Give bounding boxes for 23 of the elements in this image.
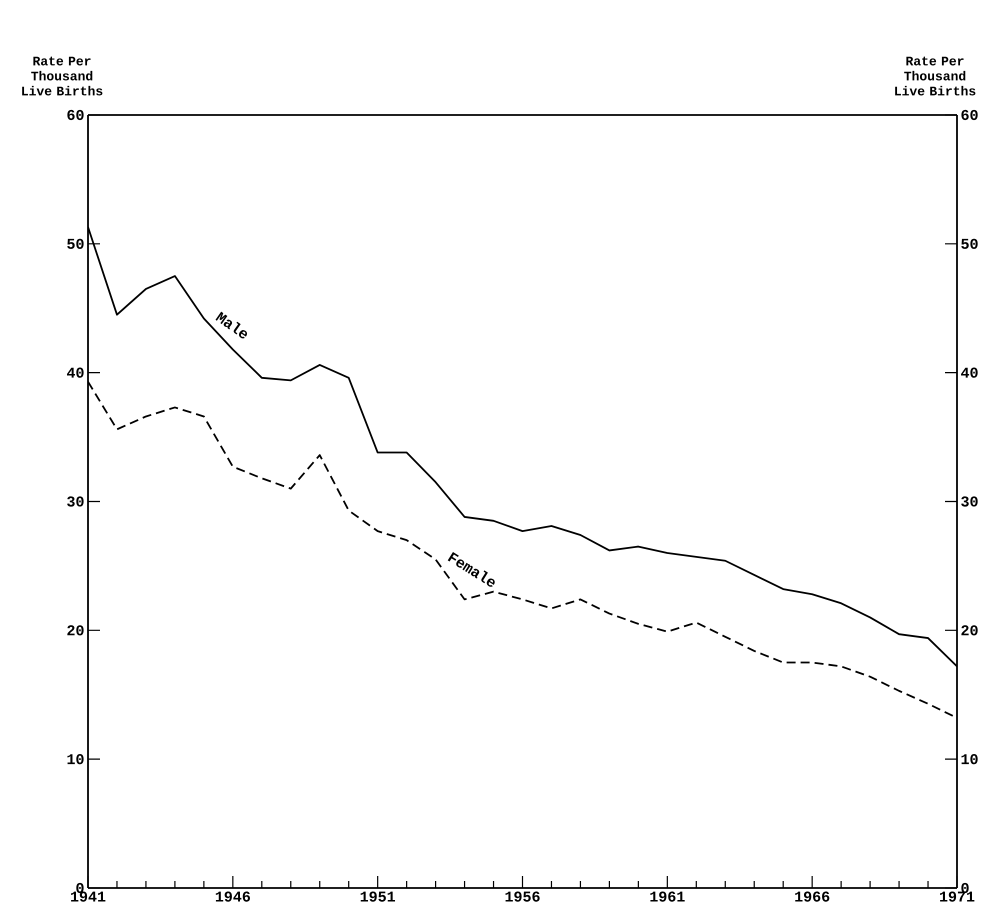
y2-axis-title: Rate Per Thousand Live Births bbox=[895, 56, 976, 96]
y2-tick-label: 60 bbox=[961, 110, 978, 120]
y-tick-label: 0 bbox=[76, 882, 84, 894]
y-tick-label: 50 bbox=[67, 238, 84, 249]
y-tick-label: 10 bbox=[67, 754, 84, 764]
y-tick-label: 20 bbox=[67, 625, 84, 636]
x-tick-label: 1956 bbox=[506, 892, 540, 902]
x-tick-label: 1946 bbox=[216, 892, 250, 902]
y2-tick-label: 10 bbox=[962, 754, 978, 764]
y-tick-label: 60 bbox=[67, 110, 84, 120]
y-tick-label: 40 bbox=[66, 368, 84, 378]
y2-tick-label: 40 bbox=[961, 368, 978, 378]
x-tick-label: 1966 bbox=[795, 892, 830, 902]
y2-tick-label: 20 bbox=[961, 625, 978, 636]
y2-tick-label: 50 bbox=[961, 238, 978, 249]
x-tick-label: 1941 bbox=[71, 892, 106, 902]
x-tick-label: 1951 bbox=[360, 892, 396, 902]
x-tick-label: 1971 bbox=[940, 892, 974, 902]
y2-tick-label: 0 bbox=[961, 882, 969, 894]
y-axis-title: Rate Per Thousand Live Births bbox=[22, 56, 102, 96]
y-tick-label: 30 bbox=[67, 496, 84, 507]
y2-tick-label: 30 bbox=[961, 496, 978, 507]
x-tick-label: 1961 bbox=[650, 892, 685, 902]
